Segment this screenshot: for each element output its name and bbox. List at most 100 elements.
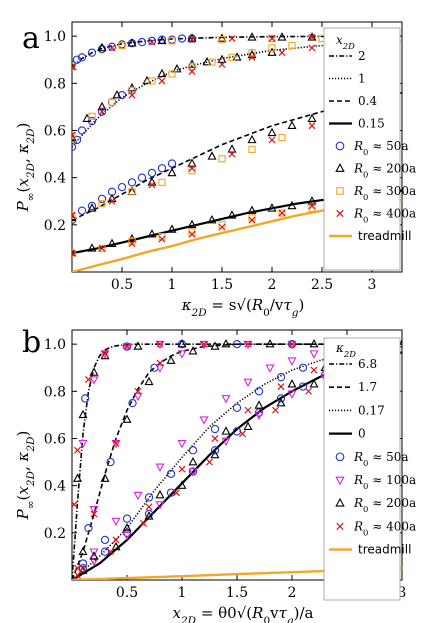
- data-point-triangle-down: [199, 416, 209, 425]
- data-point-cross: [244, 340, 252, 348]
- data-point-triangle: [187, 158, 197, 167]
- data-point-square: [98, 244, 106, 253]
- data-point-square: [72, 63, 76, 71]
- data-point-triangle: [111, 541, 121, 551]
- data-point-triangle: [254, 400, 264, 409]
- data-point-triangle: [227, 210, 237, 219]
- data-point-cross: [128, 91, 136, 99]
- panel-label: b: [22, 325, 41, 360]
- data-point-triangle: [188, 346, 198, 355]
- legend-title: x2D: [336, 33, 355, 51]
- data-point-triangle: [167, 167, 177, 177]
- legend-marker-triangle: [335, 163, 345, 172]
- data-point-triangle-down: [199, 340, 209, 350]
- x-tick-label: 1.5: [226, 585, 248, 601]
- data-point-triangle-down: [111, 439, 121, 449]
- data-point-triangle-down: [155, 501, 165, 510]
- data-point-cross: [278, 209, 286, 217]
- data-point-triangle: [177, 480, 187, 489]
- series-line-6_8: [72, 343, 402, 580]
- data-point-triangle: [72, 473, 83, 482]
- data-point-triangle: [89, 367, 99, 376]
- data-point-circle: [188, 446, 198, 455]
- data-point-triangle: [247, 32, 257, 41]
- data-point-triangle: [87, 203, 97, 212]
- data-point-triangle: [72, 247, 77, 257]
- data-point-circle: [87, 201, 97, 211]
- legend-box: [323, 337, 401, 601]
- data-point-circle: [167, 159, 177, 168]
- data-point-triangle-down: [188, 468, 198, 477]
- y-tick-label: 0.4: [44, 479, 66, 495]
- data-point-triangle: [287, 120, 297, 130]
- data-point-square: [72, 211, 76, 220]
- data-point-cross: [140, 519, 147, 527]
- data-point-triangle: [112, 89, 122, 99]
- data-point-square: [218, 36, 226, 44]
- x-tick-label: 0.5: [111, 277, 133, 293]
- data-point-circle: [72, 142, 77, 152]
- data-point-triangle: [227, 144, 237, 153]
- legend-box: [323, 27, 401, 271]
- data-point-square: [278, 133, 286, 142]
- data-point-triangle: [122, 414, 132, 423]
- data-point-cross: [72, 63, 76, 71]
- data-point-triangle: [87, 243, 97, 252]
- panel-a: a 0.5 1 1.5 2 2.5 3 0.2 0.4 0.6 0.8 1.0 κ2D = s√(R0/…: [14, 21, 416, 319]
- data-point-square: [148, 77, 156, 85]
- data-point-triangle-down: [89, 376, 99, 385]
- data-point-triangle-down: [287, 357, 297, 366]
- data-point-triangle: [167, 224, 177, 233]
- data-point-cross: [188, 230, 196, 238]
- x-tick-label: 0.5: [116, 585, 138, 601]
- data-point-square: [72, 131, 76, 139]
- data-point-circle: [107, 42, 117, 51]
- legend-entry-label: R0 ≈ 200a: [353, 496, 416, 514]
- data-point-circle: [232, 403, 242, 412]
- data-point-triangle: [127, 38, 137, 47]
- data-point-square: [168, 70, 176, 78]
- data-point-triangle-down: [155, 340, 165, 350]
- x-axis-label: x2D = θ0√(R0vτg)/a: [172, 604, 313, 623]
- x-axis-label: κ2D = s√(R0/vτg): [181, 296, 305, 319]
- data-point-cross: [98, 244, 106, 252]
- data-point-cross: [178, 465, 186, 473]
- data-point-circle: [106, 457, 115, 467]
- data-point-circle: [254, 387, 264, 396]
- data-point-square: [168, 37, 176, 45]
- data-point-triangle: [207, 151, 217, 160]
- legend-entry-label: treadmill: [358, 229, 411, 243]
- data-point-cross: [308, 202, 316, 210]
- data-point-cross: [74, 446, 81, 454]
- data-point-square: [128, 86, 136, 95]
- data-point-circle: [298, 363, 308, 372]
- data-point-triangle: [166, 355, 176, 364]
- legend-marker-cross: [336, 209, 344, 218]
- legend-entry-label: R0 ≈ 50a: [353, 450, 409, 468]
- data-point-square: [128, 188, 136, 196]
- data-point-triangle: [247, 205, 257, 214]
- data-point-circle: [166, 488, 176, 497]
- series-line-1: [72, 40, 402, 148]
- data-point-cross: [148, 38, 156, 46]
- data-point-square: [248, 145, 256, 153]
- data-point-square: [188, 63, 196, 71]
- legend-marker-circle: [335, 141, 345, 151]
- data-point-triangle-down: [122, 531, 132, 541]
- data-point-circle: [276, 373, 286, 382]
- legend-entry-label: 0.15: [358, 117, 385, 131]
- data-point-triangle: [276, 397, 286, 407]
- data-point-cross: [206, 458, 213, 466]
- x-tick-label: 2: [268, 277, 277, 293]
- data-point-cross: [218, 223, 226, 231]
- data-point-cross: [156, 340, 164, 348]
- data-point-cross: [305, 387, 312, 395]
- data-point-cross: [248, 216, 256, 224]
- data-point-triangle-down: [243, 340, 253, 350]
- data-point-circle: [81, 394, 90, 403]
- legend-entry-label: R0 ≈ 400a: [353, 519, 416, 537]
- data-point-cross: [277, 383, 285, 391]
- data-point-triangle: [207, 214, 217, 224]
- x-tick-label: 3: [398, 585, 407, 601]
- data-point-circle: [147, 36, 157, 46]
